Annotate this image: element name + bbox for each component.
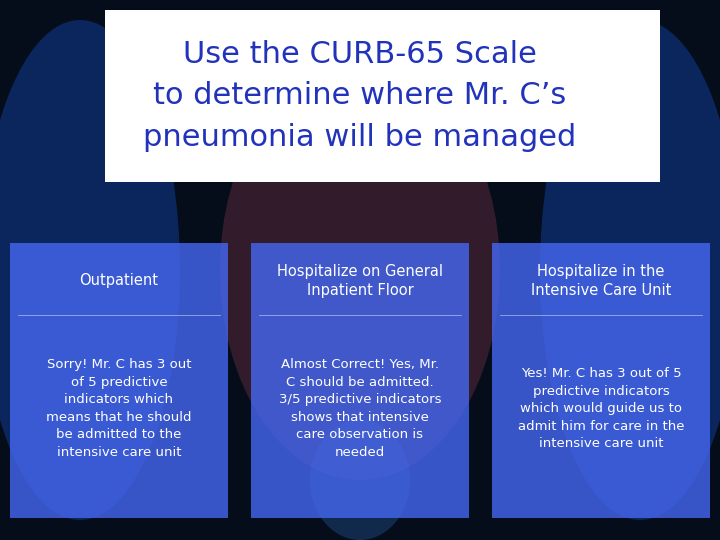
Text: Use the CURB-65 Scale
to determine where Mr. C’s
pneumonia will be managed: Use the CURB-65 Scale to determine where… <box>143 40 577 152</box>
Text: Hospitalize in the
Intensive Care Unit: Hospitalize in the Intensive Care Unit <box>531 264 671 298</box>
Text: Yes! Mr. C has 3 out of 5
predictive indicators
which would guide us to
admit hi: Yes! Mr. C has 3 out of 5 predictive ind… <box>518 367 684 450</box>
FancyBboxPatch shape <box>10 243 228 518</box>
Text: Hospitalize on General
Inpatient Floor: Hospitalize on General Inpatient Floor <box>277 264 443 298</box>
FancyBboxPatch shape <box>251 243 469 518</box>
Text: Almost Correct! Yes, Mr.
C should be admitted.
3/5 predictive indicators
shows t: Almost Correct! Yes, Mr. C should be adm… <box>279 358 441 459</box>
Text: Outpatient: Outpatient <box>79 273 158 288</box>
FancyBboxPatch shape <box>492 243 710 518</box>
Text: Sorry! Mr. C has 3 out
of 5 predictive
indicators which
means that he should
be : Sorry! Mr. C has 3 out of 5 predictive i… <box>46 358 192 459</box>
Ellipse shape <box>0 20 180 520</box>
Ellipse shape <box>310 420 410 540</box>
Ellipse shape <box>220 60 500 480</box>
Ellipse shape <box>300 20 420 180</box>
Ellipse shape <box>540 20 720 520</box>
FancyBboxPatch shape <box>105 10 660 182</box>
